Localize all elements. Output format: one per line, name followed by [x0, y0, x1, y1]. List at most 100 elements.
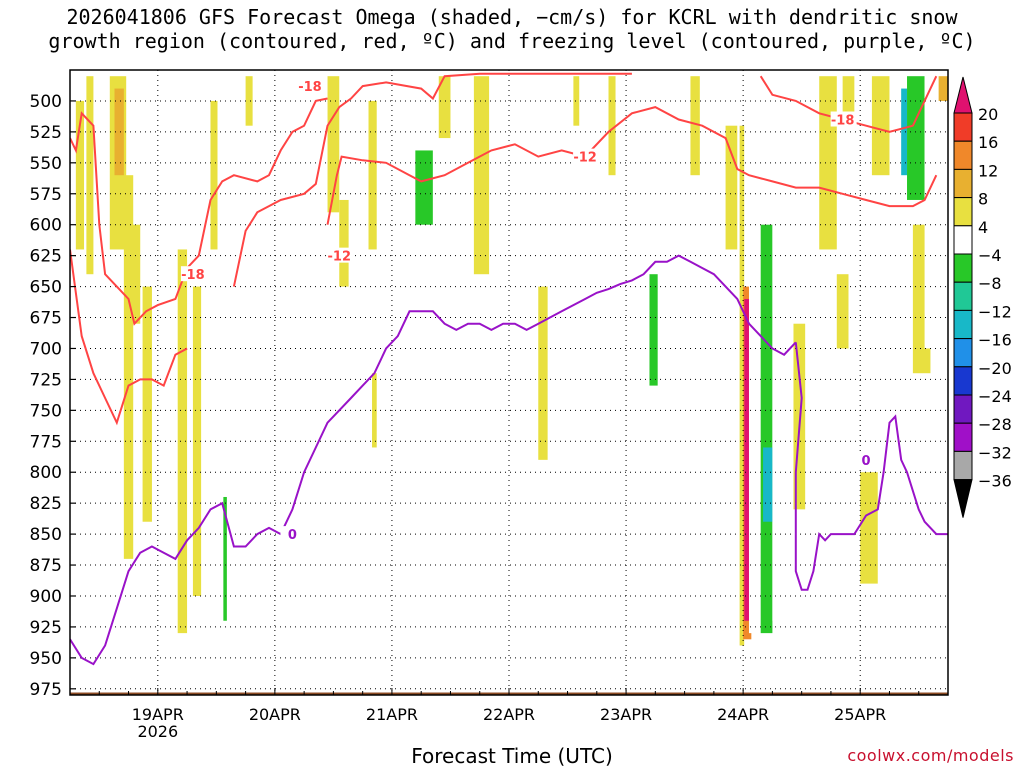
y-tick-label-675: 675 — [30, 309, 62, 329]
omega-cell-29 — [649, 274, 658, 386]
colorbar-bottom-arrow — [953, 479, 973, 518]
colorbar-label-6: −8 — [978, 274, 1002, 293]
colorbar-label-7: −12 — [978, 302, 1012, 321]
omega-cell-35 — [725, 125, 738, 250]
y-tick-label-975: 975 — [30, 680, 62, 700]
plot-background — [70, 70, 948, 695]
y-tick-label-900: 900 — [30, 587, 62, 607]
contour-line-5 — [70, 254, 797, 666]
omega-cell-10 — [217, 422, 225, 646]
x-tick-label-23APR: 23APR — [600, 705, 652, 724]
y-tick-label-925: 925 — [30, 618, 62, 638]
x-tick-label-21APR: 21APR — [366, 705, 418, 724]
contour-line-3 — [70, 97, 328, 326]
contour-label-bg-6 — [854, 451, 881, 467]
colorbar-label-5: −4 — [978, 246, 1002, 265]
colorbar-label-2: 12 — [978, 161, 998, 180]
y-tick-label-950: 950 — [30, 649, 62, 669]
colorbar-swatch-4 — [953, 225, 973, 255]
colorbar-label-13: −36 — [978, 472, 1012, 491]
colorbar-label-3: 8 — [978, 190, 988, 209]
omega-cell-19 — [409, 100, 433, 646]
x-tick-label-20APR: 20APR — [249, 705, 301, 724]
omega-shading — [75, 76, 948, 658]
chart-title-line-2: growth region (contoured, red, ºC) and f… — [48, 29, 976, 53]
omega-cell-27 — [626, 175, 644, 299]
y-tick-label-575: 575 — [30, 185, 62, 205]
omega-cell-13 — [245, 76, 253, 126]
omega-cell-16 — [368, 100, 377, 250]
colorbar-swatch-1 — [953, 140, 973, 170]
y-tick-label-750: 750 — [30, 401, 62, 421]
omega-cell-11 — [223, 496, 227, 621]
contour-label-bg-0 — [297, 78, 324, 94]
y-tick-label-525: 525 — [30, 123, 62, 143]
omega-cell-32 — [690, 76, 700, 176]
y-tick-label-625: 625 — [30, 247, 62, 267]
colorbar-swatch-8 — [953, 338, 973, 368]
omega-cell-53 — [907, 76, 925, 200]
omega-cell-50 — [871, 76, 890, 176]
y-tick-label-550: 550 — [30, 154, 62, 174]
y-tick-label-800: 800 — [30, 463, 62, 483]
dotted-gridlines — [70, 70, 948, 695]
omega-cell-12 — [243, 150, 251, 250]
contour-label-bg-3 — [327, 247, 354, 263]
omega-cell-52 — [901, 88, 908, 176]
omega-cell-23 — [473, 76, 490, 275]
omega-cell-5 — [130, 224, 141, 324]
colorbar-swatch-0 — [953, 112, 973, 142]
omega-cell-15 — [339, 199, 349, 287]
chart-title-line-1: 2026041806 GFS Forecast Omega (shaded, −… — [66, 5, 958, 29]
contour-label-bg-5 — [280, 526, 307, 542]
omega-cell-40 — [748, 76, 764, 634]
omega-cell-25 — [573, 76, 580, 126]
omega-cell-8 — [192, 286, 202, 596]
omega-cell-39 — [744, 298, 752, 621]
omega-cell-0 — [75, 100, 85, 250]
colorbar-label-11: −28 — [978, 415, 1012, 434]
contour-label-3: -12 — [328, 250, 352, 265]
x-tick-label-22APR: 22APR — [483, 705, 535, 724]
omega-colorbar: 20 16 12 8 4 −4 −8 −12 −16 −20 −24 −28 −32 −36 — [953, 76, 1012, 518]
contour-label-bg-4 — [180, 266, 207, 282]
contour-line-4 — [70, 249, 188, 426]
omega-cell-41 — [760, 224, 773, 634]
y-tick-label-700: 700 — [30, 339, 62, 359]
omega-cell-44 — [784, 224, 796, 349]
contour-label-6: 0 — [862, 454, 871, 469]
y-tick-label-600: 600 — [30, 216, 62, 236]
temperature-contours: -18 -18 -12 -12 -18 0 0 — [70, 72, 948, 666]
omega-cell-26 — [608, 76, 616, 176]
colorbar-label-0: 20 — [978, 105, 998, 124]
x-tick-label-19APR: 19APR — [132, 705, 184, 724]
omega-cell-47 — [836, 274, 849, 349]
omega-cell-3 — [114, 88, 124, 176]
contour-line-2 — [326, 106, 938, 225]
omega-cell-6 — [142, 286, 152, 522]
omega-cell-43 — [772, 175, 785, 621]
omega-cell-56 — [930, 175, 943, 275]
contour-label-4: -18 — [181, 268, 205, 283]
omega-cell-30 — [661, 224, 673, 485]
omega-cell-18 — [397, 76, 410, 621]
omega-cell-58 — [938, 76, 948, 101]
colorbar-swatch-3 — [953, 197, 973, 227]
contour-label-5: 0 — [288, 528, 297, 543]
colorbar-label-10: −24 — [978, 387, 1012, 406]
x-tick-sublabel: 2026 — [137, 722, 178, 741]
y-tick-label-500: 500 — [30, 92, 62, 112]
y-tick-label-875: 875 — [30, 556, 62, 576]
colorbar-label-8: −16 — [978, 331, 1012, 350]
colorbar-swatch-12 — [953, 450, 973, 481]
omega-cell-42 — [763, 447, 773, 522]
credit-link[interactable]: coolwx.com/models — [847, 746, 1014, 765]
colorbar-label-12: −32 — [978, 443, 1012, 462]
omega-cell-17 — [372, 373, 377, 448]
omega-cell-22 — [438, 76, 451, 139]
omega-cell-48 — [842, 76, 855, 126]
y-tick-label-775: 775 — [30, 432, 62, 452]
omega-cell-24 — [538, 286, 548, 460]
pressure-axis: 500 525 550 575 600 625 650 675 700 725 750 775 800 8… — [30, 92, 76, 700]
